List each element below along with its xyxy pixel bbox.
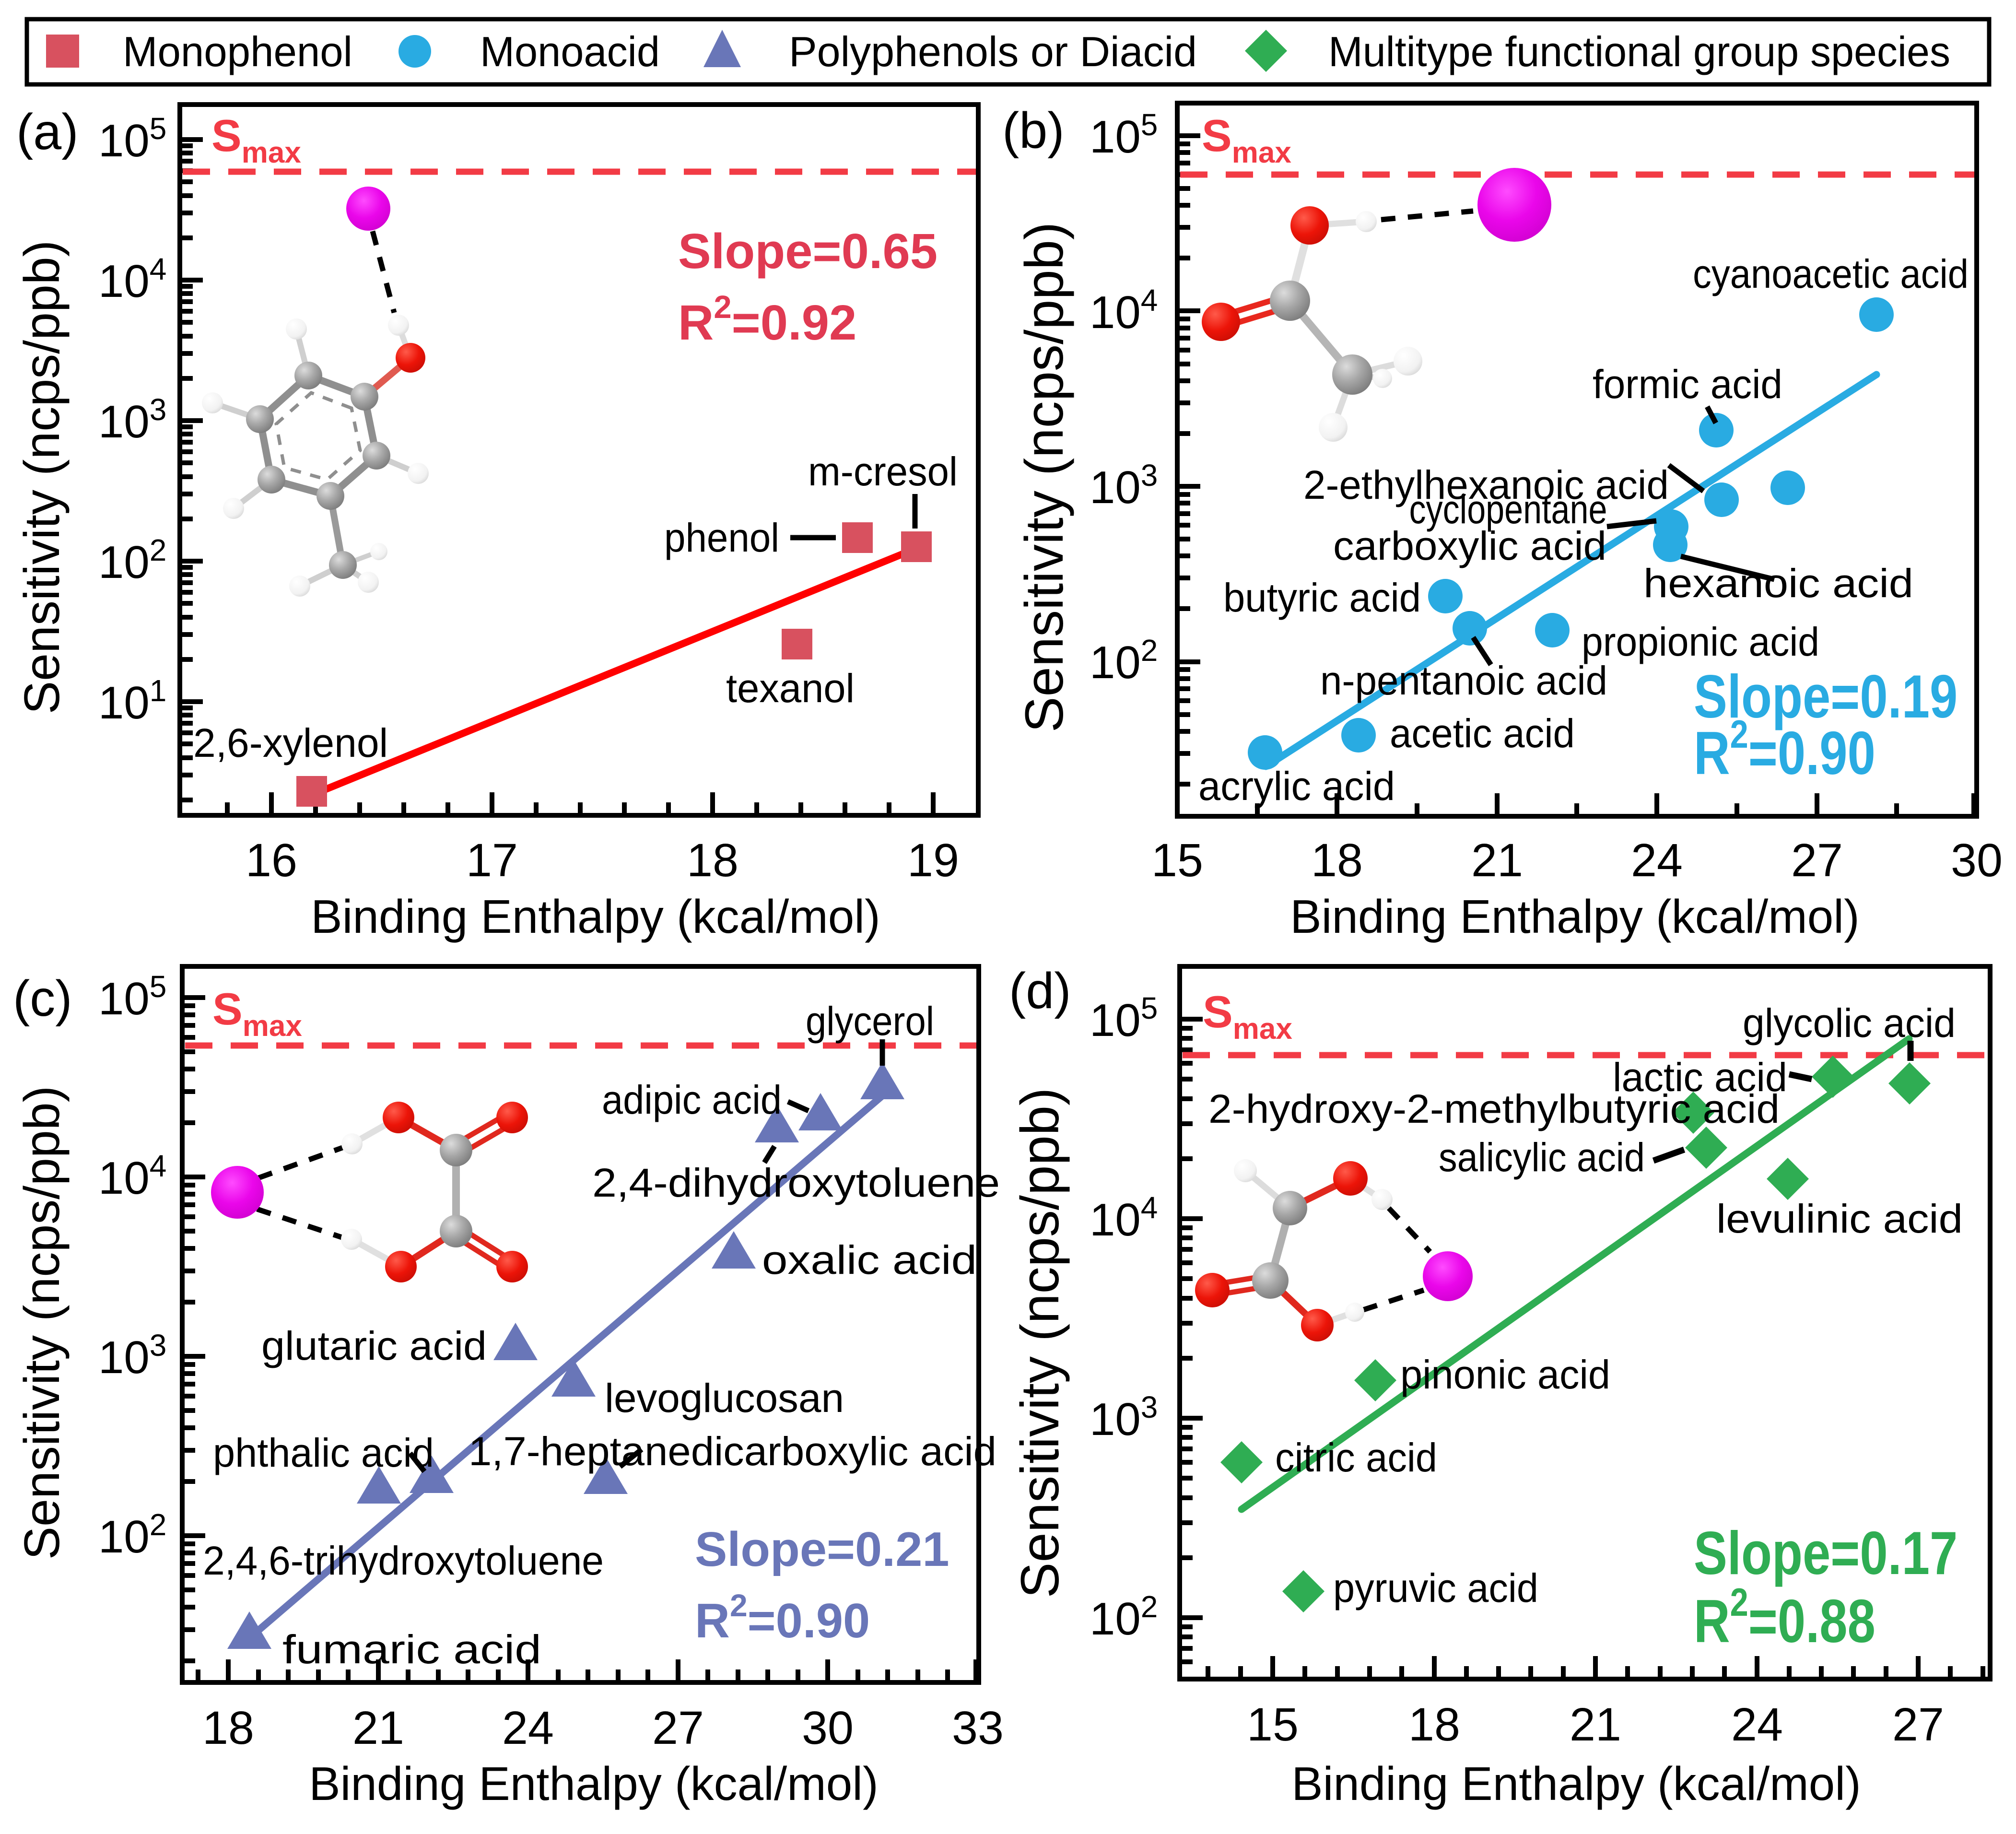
svg-text:Monoacid: Monoacid (480, 28, 660, 75)
svg-text:pinonic acid: pinonic acid (1400, 1352, 1610, 1397)
svg-text:(c): (c) (13, 970, 72, 1027)
svg-text:cyanoacetic acid: cyanoacetic acid (1693, 251, 1969, 296)
svg-text:R2=0.92: R2=0.92 (678, 289, 856, 350)
svg-text:phenol: phenol (664, 515, 779, 560)
svg-text:105: 105 (98, 969, 166, 1024)
svg-text:glycerol: glycerol (806, 999, 934, 1044)
svg-text:R2=0.90: R2=0.90 (1694, 712, 1875, 787)
svg-text:2,4-dihydroxytoluene: 2,4-dihydroxytoluene (592, 1160, 1000, 1205)
svg-text:carboxylic acid: carboxylic acid (1333, 523, 1606, 568)
svg-text:19: 19 (907, 834, 959, 886)
svg-text:24: 24 (1731, 1698, 1783, 1751)
svg-text:Binding Enthalpy (kcal/mol): Binding Enthalpy (kcal/mol) (311, 890, 880, 943)
svg-text:Binding Enthalpy (kcal/mol): Binding Enthalpy (kcal/mol) (309, 1757, 878, 1810)
svg-text:salicylic acid: salicylic acid (1439, 1135, 1645, 1180)
svg-text:105: 105 (1090, 991, 1158, 1046)
svg-text:2-hydroxy-2-methylbutyric acid: 2-hydroxy-2-methylbutyric acid (1208, 1086, 1780, 1131)
svg-text:18: 18 (1311, 834, 1363, 886)
svg-text:Slope=0.21: Slope=0.21 (695, 1523, 949, 1576)
svg-text:Binding Enthalpy (kcal/mol): Binding Enthalpy (kcal/mol) (1291, 1757, 1861, 1810)
svg-text:oxalic acid: oxalic acid (762, 1237, 977, 1282)
svg-text:30: 30 (802, 1702, 854, 1754)
svg-text:27: 27 (652, 1702, 704, 1754)
svg-text:texanol: texanol (726, 666, 855, 711)
svg-text:fumaric acid: fumaric acid (282, 1627, 541, 1672)
svg-text:Sensitivity (ncps/ppb): Sensitivity (ncps/ppb) (1010, 1088, 1070, 1598)
svg-text:21: 21 (1471, 834, 1523, 886)
svg-text:21: 21 (352, 1702, 404, 1754)
svg-text:Slope=0.19: Slope=0.19 (1694, 662, 1957, 730)
svg-text:n-pentanoic acid: n-pentanoic acid (1320, 658, 1607, 703)
svg-text:Sensitivity (ncps/ppb): Sensitivity (ncps/ppb) (1014, 222, 1074, 732)
svg-text:2,6-xylenol: 2,6-xylenol (193, 720, 388, 765)
svg-text:15: 15 (1151, 834, 1203, 886)
svg-text:(a): (a) (16, 104, 79, 160)
svg-text:27: 27 (1892, 1698, 1944, 1751)
svg-text:citric acid: citric acid (1275, 1435, 1437, 1480)
svg-text:m-cresol: m-cresol (808, 449, 958, 494)
svg-text:27: 27 (1791, 834, 1843, 886)
svg-text:2-ethylhexanoic acid: 2-ethylhexanoic acid (1303, 462, 1669, 507)
svg-text:21: 21 (1570, 1698, 1621, 1751)
svg-text:15: 15 (1247, 1698, 1299, 1751)
svg-text:1,7-heptanedicarboxylic acid: 1,7-heptanedicarboxylic acid (469, 1429, 996, 1474)
svg-text:33: 33 (952, 1702, 1004, 1754)
svg-text:30: 30 (1951, 834, 2003, 886)
svg-text:pyruvic acid: pyruvic acid (1333, 1565, 1538, 1611)
svg-text:cyclopentane: cyclopentane (1409, 487, 1607, 532)
svg-text:glutaric acid: glutaric acid (261, 1323, 487, 1368)
svg-text:16: 16 (246, 834, 297, 886)
svg-text:levoglucosan: levoglucosan (605, 1376, 844, 1421)
svg-text:lactic acid: lactic acid (1613, 1055, 1787, 1100)
svg-text:R2=0.88: R2=0.88 (1694, 1580, 1875, 1655)
svg-text:Sensitivity (ncps/ppb): Sensitivity (ncps/ppb) (14, 1086, 70, 1560)
svg-text:levulinic acid: levulinic acid (1716, 1196, 1963, 1241)
svg-text:Polyphenols or Diacid: Polyphenols or Diacid (789, 28, 1197, 75)
svg-text:Sensitivity (ncps/ppb): Sensitivity (ncps/ppb) (14, 240, 70, 714)
svg-text:Binding Enthalpy (kcal/mol): Binding Enthalpy (kcal/mol) (1290, 890, 1859, 943)
svg-text:formic acid: formic acid (1593, 362, 1782, 407)
svg-text:24: 24 (502, 1702, 554, 1754)
svg-text:Slope=0.65: Slope=0.65 (678, 223, 938, 279)
svg-text:glycolic acid: glycolic acid (1743, 1000, 1956, 1046)
svg-text:Monophenol: Monophenol (123, 28, 352, 75)
svg-text:butyric acid: butyric acid (1223, 575, 1421, 620)
svg-text:17: 17 (466, 834, 518, 886)
svg-text:18: 18 (202, 1702, 254, 1754)
svg-text:(d): (d) (1009, 963, 1071, 1019)
svg-text:acetic acid: acetic acid (1390, 711, 1575, 756)
svg-text:propionic acid: propionic acid (1582, 619, 1819, 664)
svg-text:acrylic acid: acrylic acid (1198, 764, 1395, 809)
svg-text:105: 105 (98, 111, 166, 166)
svg-text:18: 18 (1408, 1698, 1460, 1751)
svg-text:18: 18 (687, 834, 738, 886)
svg-text:(b): (b) (1002, 102, 1065, 159)
svg-text:adipic acid: adipic acid (602, 1077, 782, 1122)
svg-text:Multitype functional group spe: Multitype functional group species (1328, 28, 1950, 75)
svg-text:2,4,6-trihydroxytoluene: 2,4,6-trihydroxytoluene (203, 1538, 604, 1583)
svg-text:24: 24 (1631, 834, 1683, 886)
svg-text:Slope=0.17: Slope=0.17 (1694, 1519, 1957, 1587)
svg-text:hexanoic acid: hexanoic acid (1643, 561, 1913, 606)
svg-text:R2=0.90: R2=0.90 (695, 1587, 870, 1648)
svg-text:phthalic acid: phthalic acid (213, 1430, 434, 1475)
